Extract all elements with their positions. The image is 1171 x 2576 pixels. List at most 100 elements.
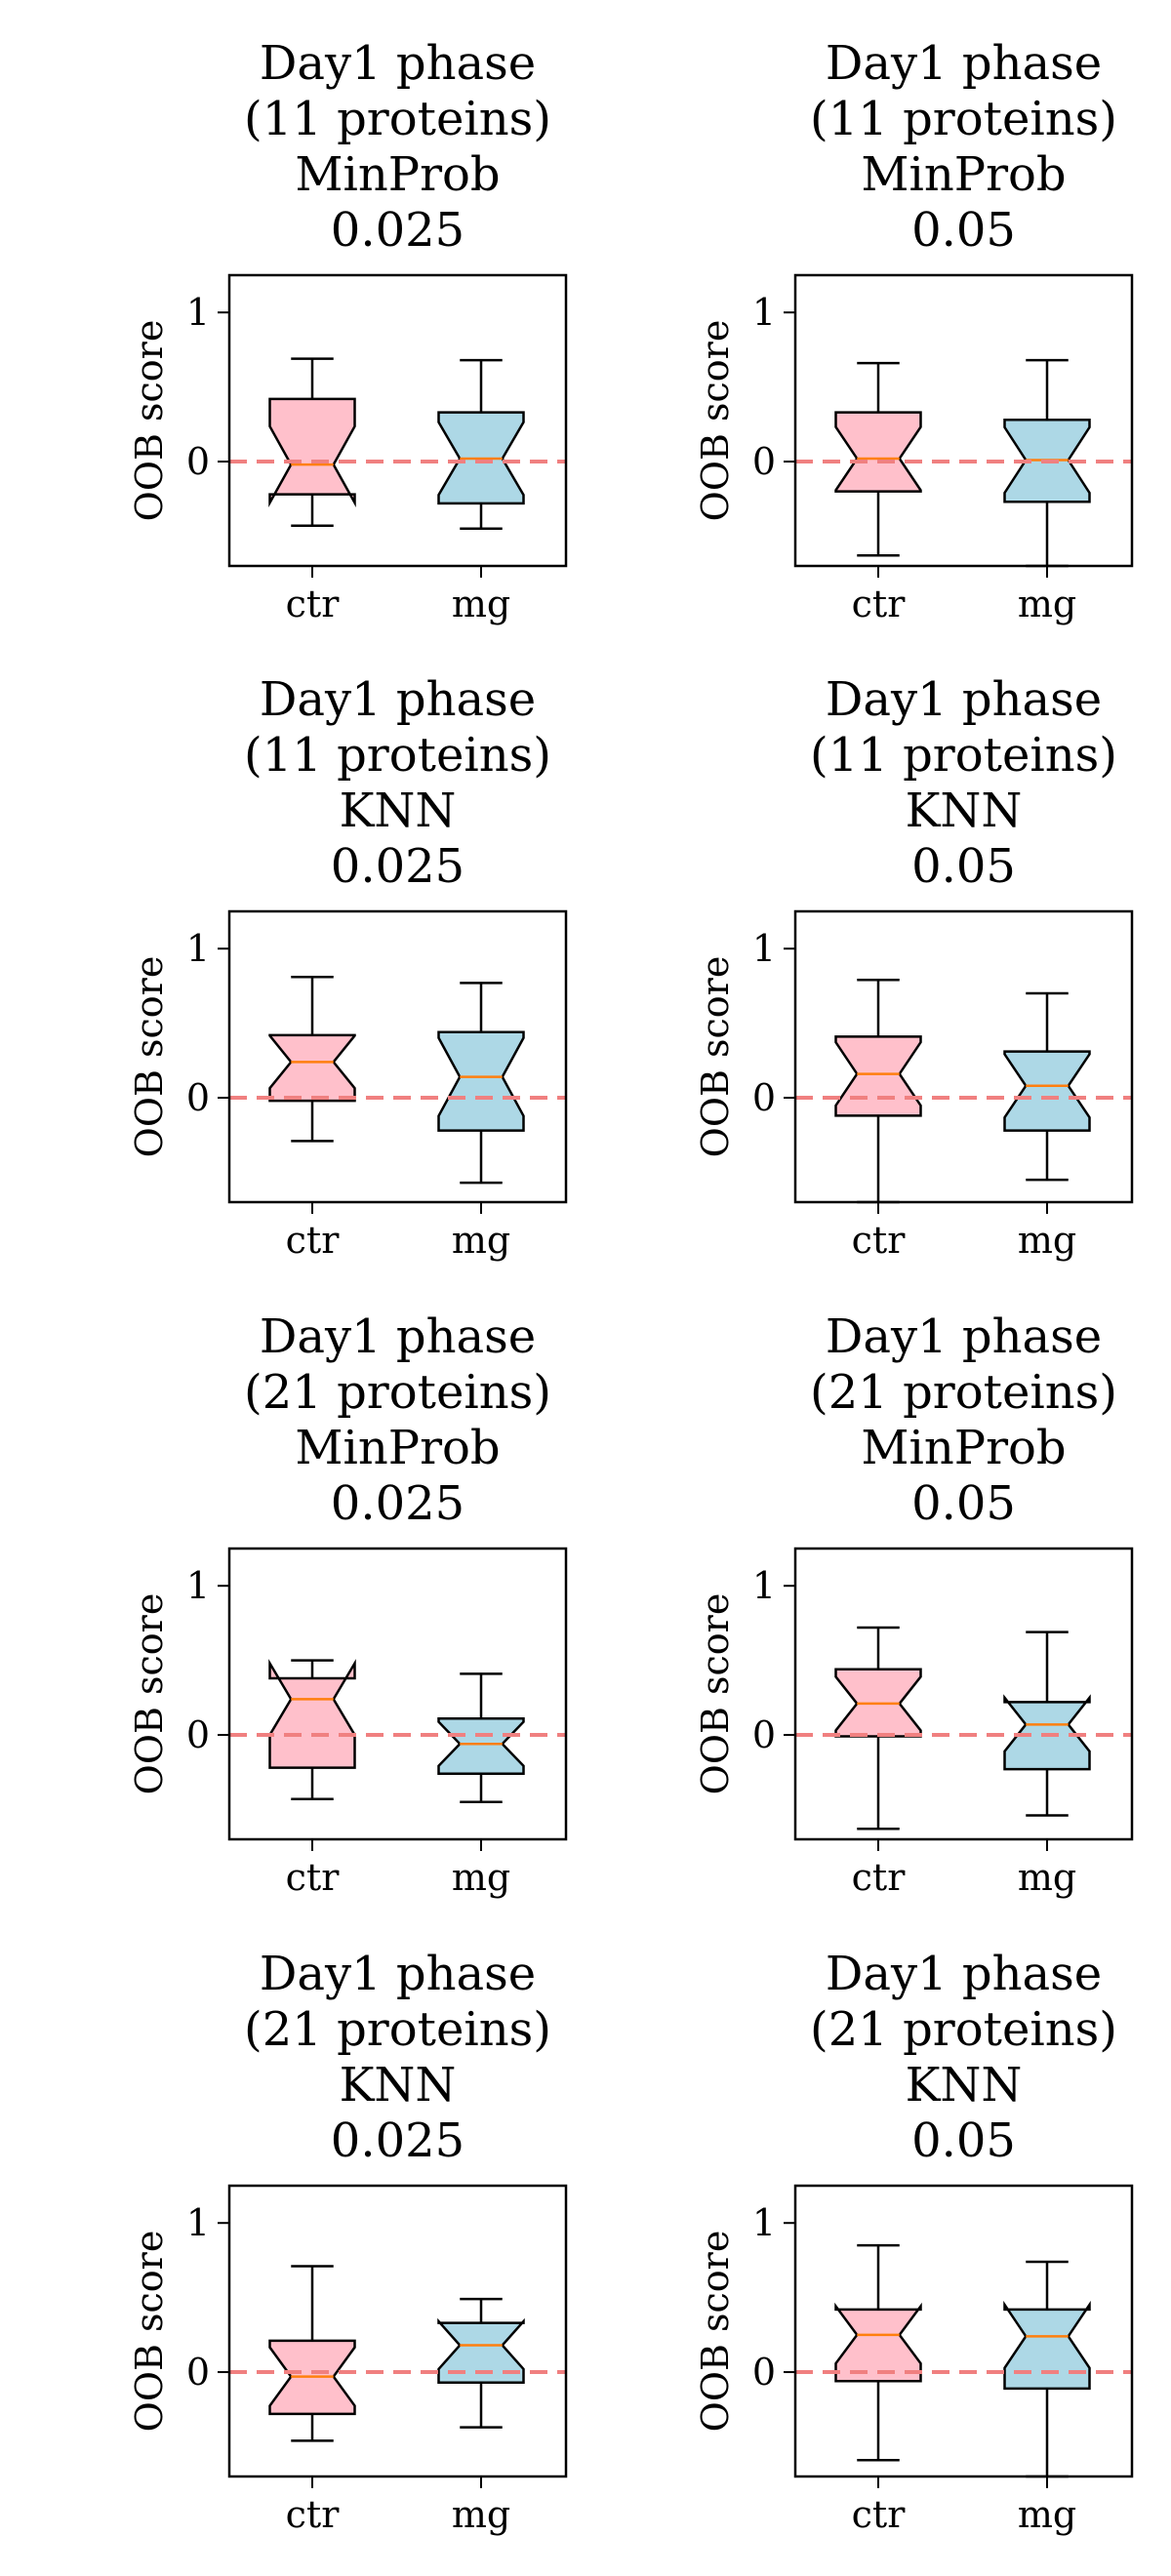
panel-title-line: KNN (906, 784, 1023, 838)
y-tick-label: 1 (752, 291, 776, 334)
panel-title-line: MinProb (295, 147, 500, 202)
x-tick-label: ctr (852, 2493, 907, 2536)
y-tick-label: 1 (752, 1564, 776, 1607)
y-tick-label: 0 (752, 1076, 776, 1119)
box-mg (437, 2317, 525, 2384)
y-axis-label: OOB score (694, 320, 737, 522)
x-tick-label: mg (1018, 1219, 1076, 1262)
x-tick-label: mg (1018, 583, 1076, 625)
axes-frame (793, 273, 1134, 568)
x-tick-label: ctr (286, 1219, 341, 1262)
axes-frame (227, 909, 568, 1204)
x-tick-label: ctr (286, 1856, 341, 1899)
box-mg (437, 1716, 525, 1776)
y-tick-label: 1 (186, 2201, 210, 2244)
panel-title-line: (21 proteins) (810, 1365, 1117, 1420)
x-tick-label: ctr (286, 2493, 341, 2536)
box-ctr (268, 1659, 356, 1769)
panel-title-line: Day1 phase (826, 672, 1102, 727)
panel-title-line: (21 proteins) (244, 1365, 551, 1420)
panel-title-line: (11 proteins) (244, 92, 551, 146)
box-ctr (268, 1033, 356, 1103)
panel-title-line: KNN (340, 2058, 457, 2113)
y-tick-label: 0 (186, 440, 210, 483)
panel-title-line: Day1 phase (260, 1309, 536, 1364)
panel-title-line: Day1 phase (260, 36, 536, 91)
panel-title-line: Day1 phase (826, 1947, 1102, 2001)
x-tick-label: mg (452, 583, 510, 625)
x-tick-label: mg (452, 1219, 510, 1262)
y-tick-label: 0 (186, 1076, 210, 1119)
panel-title-line: MinProb (295, 1421, 500, 1475)
y-tick-label: 1 (186, 927, 210, 970)
axes-frame (227, 273, 568, 568)
panel-title-line: (11 proteins) (244, 728, 551, 783)
panel-title-line: KNN (906, 2058, 1023, 2113)
box-mg (437, 1030, 525, 1132)
y-tick-label: 1 (752, 2201, 776, 2244)
axes-frame (793, 909, 1134, 1204)
x-tick-label: ctr (286, 583, 341, 625)
y-tick-label: 0 (186, 1713, 210, 1756)
axes-frame (227, 2184, 568, 2478)
y-tick-label: 1 (186, 291, 210, 334)
y-tick-label: 0 (186, 2351, 210, 2394)
panel-title-line: 0.025 (331, 203, 464, 258)
y-axis-label: OOB score (128, 320, 171, 522)
panel-title-line: 0.05 (911, 203, 1016, 258)
panel-title-line: 0.025 (331, 1476, 464, 1531)
panel-title-line: KNN (340, 784, 457, 838)
y-tick-label: 0 (752, 440, 776, 483)
axes-frame (227, 1547, 568, 1841)
y-tick-label: 0 (752, 1713, 776, 1756)
box-ctr (834, 411, 922, 493)
panel-title-line: Day1 phase (260, 672, 536, 727)
x-tick-label: mg (452, 1856, 510, 1899)
y-tick-label: 0 (752, 2351, 776, 2394)
panel-title-line: 0.025 (331, 2113, 464, 2168)
panel-title-line: Day1 phase (826, 1309, 1102, 1364)
axes-frame (793, 1547, 1134, 1841)
panel-title-line: 0.05 (911, 1476, 1016, 1531)
x-tick-label: mg (1018, 2493, 1076, 2536)
y-axis-label: OOB score (694, 1593, 737, 1795)
panel-title-line: (21 proteins) (810, 2002, 1117, 2057)
x-tick-label: ctr (852, 1219, 907, 1262)
box-ctr (834, 2302, 922, 2383)
panel-title-line: 0.05 (911, 839, 1016, 894)
box-ctr (834, 1035, 922, 1117)
x-tick-label: mg (452, 2493, 510, 2536)
box-mg (1003, 2300, 1091, 2391)
x-tick-label: ctr (852, 1856, 907, 1899)
axes-frame (793, 2184, 1134, 2478)
x-tick-label: mg (1018, 1856, 1076, 1899)
y-axis-label: OOB score (128, 956, 171, 1158)
y-axis-label: OOB score (128, 2231, 171, 2433)
box-ctr (268, 397, 356, 508)
panel-title-line: (11 proteins) (810, 92, 1117, 146)
y-axis-label: OOB score (694, 956, 737, 1158)
panel-title-line: Day1 phase (260, 1947, 536, 2001)
panel-title-line: 0.025 (331, 839, 464, 894)
y-axis-label: OOB score (694, 2231, 737, 2433)
y-axis-label: OOB score (128, 1593, 171, 1795)
panel-title-line: MinProb (861, 1421, 1066, 1475)
panel-title-line: Day1 phase (826, 36, 1102, 91)
panel-title-line: 0.05 (911, 2113, 1016, 2168)
panel-title-line: (21 proteins) (244, 2002, 551, 2057)
panel-title-line: (11 proteins) (810, 728, 1117, 783)
y-tick-label: 1 (186, 1564, 210, 1607)
y-tick-label: 1 (752, 927, 776, 970)
panel-title-line: MinProb (861, 147, 1066, 202)
x-tick-label: ctr (852, 583, 907, 625)
box-mg (1003, 1050, 1091, 1132)
